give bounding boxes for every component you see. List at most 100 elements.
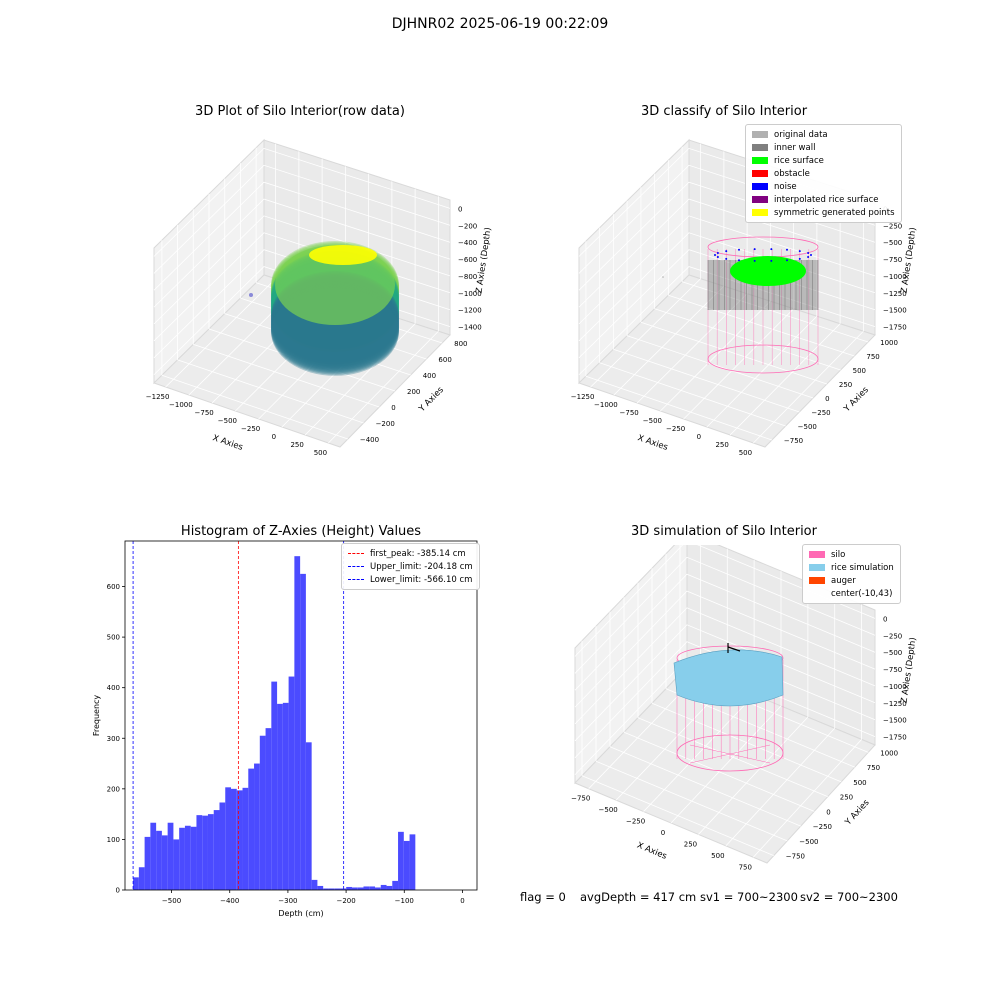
- gridline-x: [729, 323, 841, 436]
- noise-point: [807, 251, 810, 254]
- y-tick-label: −500: [799, 838, 818, 846]
- legend-entry-first-peak: first_peak: -385.14 cm: [348, 547, 473, 560]
- legend-entry-symmetric-points: symmetric generated points: [752, 206, 895, 219]
- gridline-z: [574, 556, 876, 674]
- gridline-y: [595, 760, 788, 842]
- histogram-bar: [294, 556, 301, 890]
- x-tick-label: 0: [697, 433, 701, 441]
- z-tick-label: −400: [458, 239, 477, 247]
- histogram-bar: [271, 681, 278, 890]
- gridline-z: [153, 266, 451, 375]
- histogram-bar: [207, 814, 214, 890]
- histogram-bar: [225, 787, 232, 890]
- z-tick-label: −1250: [883, 700, 907, 708]
- rice-simulation-surface: [673, 649, 784, 707]
- x-tick-label: −300: [278, 897, 297, 905]
- footer-avg-depth: avgDepth = 417 cm: [580, 890, 697, 904]
- y-axis-label: Frequency: [92, 695, 101, 737]
- legend-line: [348, 566, 364, 567]
- gridline-y: [613, 348, 800, 413]
- histogram-bar: [277, 703, 283, 890]
- histogram-bar: [403, 840, 410, 890]
- y-tick-label: 300: [107, 735, 120, 743]
- x-tick-label: −100: [395, 897, 414, 905]
- x-axis-label: X Axies: [636, 433, 669, 453]
- x-tick-label: 0: [272, 433, 276, 441]
- noise-point: [770, 259, 773, 262]
- z-tick-label: −1500: [883, 717, 907, 725]
- histogram-bar: [351, 887, 358, 890]
- y-tick-label: 250: [839, 381, 852, 389]
- plot1-title: 3D Plot of Silo Interior(row data): [195, 104, 405, 119]
- legend-entry-silo: silo: [809, 548, 894, 561]
- z-tick-label: −250: [883, 222, 902, 230]
- histogram-bar: [236, 790, 243, 890]
- histogram-bar: [317, 885, 324, 890]
- y-tick-label: 400: [107, 684, 120, 692]
- y-tick-label: 600: [107, 583, 120, 591]
- y-tick-label: 1000: [880, 339, 898, 347]
- histogram-bar: [265, 728, 272, 890]
- x-tick-label: 500: [739, 449, 752, 457]
- x-tick-label: 0: [460, 897, 464, 905]
- y-tick-label: −750: [784, 437, 803, 445]
- gridline-x: [613, 285, 725, 396]
- histogram-bar: [380, 884, 387, 890]
- legend-entry-interpolated-rice-surface: interpolated rice surface: [752, 193, 895, 206]
- y-tick-label: 800: [454, 340, 467, 348]
- gridline-z: [574, 641, 876, 758]
- histogram-bar: [363, 886, 370, 890]
- gridline-z: [578, 266, 876, 375]
- legend-entry-rice-surface: rice surface: [752, 154, 895, 167]
- gridline-y: [193, 344, 380, 408]
- y-tick-label: 500: [853, 367, 866, 375]
- y-tick-label: 200: [407, 388, 420, 396]
- gridline-y: [654, 308, 841, 371]
- noise-point: [807, 256, 810, 259]
- gridline-z: [153, 147, 451, 257]
- legend-swatch: [752, 170, 768, 177]
- plot3-frame: [124, 540, 478, 891]
- z-tick-label: −800: [458, 273, 477, 281]
- histogram-bar: [213, 810, 220, 890]
- x-tick-label: −1000: [594, 401, 618, 409]
- z-tick-label: −1500: [883, 307, 907, 315]
- histogram-bar: [282, 702, 289, 890]
- legend-swatch: [809, 564, 825, 571]
- histogram-bar: [184, 825, 191, 890]
- pane-floor: [153, 274, 451, 448]
- x-axis-label: X Axies: [635, 841, 668, 863]
- y-tick-label: 750: [866, 353, 879, 361]
- histogram-bar: [150, 822, 157, 890]
- histogram-bar: [161, 835, 168, 890]
- z-tick-label: −750: [883, 666, 902, 674]
- y-tick-label: 0: [116, 887, 120, 895]
- gridline-x: [706, 315, 818, 428]
- gridline-z: [153, 215, 451, 325]
- noise-point: [786, 259, 788, 262]
- gridline-x: [752, 739, 862, 858]
- x-tick-label: −500: [643, 417, 662, 425]
- x-tick-label: −750: [571, 795, 590, 803]
- z-tick-label: −1000: [458, 290, 482, 298]
- z-tick-label: −1000: [883, 273, 907, 281]
- noise-point: [738, 259, 740, 262]
- histogram-bar: [173, 839, 180, 890]
- z-tick-label: −250: [883, 632, 902, 640]
- x-tick-label: −1250: [146, 393, 170, 401]
- histogram-bar: [254, 763, 260, 890]
- histogram-bar: [346, 886, 352, 890]
- histogram-bar: [190, 826, 197, 890]
- gridline-y: [682, 281, 869, 343]
- noise-point: [725, 257, 728, 260]
- y-tick-label: −250: [813, 823, 832, 831]
- gridline-z: [574, 607, 876, 725]
- z-axis-label: Z Axies (Depth): [474, 227, 493, 294]
- pane-floor: [578, 274, 876, 448]
- histogram-bar: [392, 880, 399, 890]
- histogram-bar: [305, 742, 312, 890]
- gridline-z: [153, 164, 451, 274]
- gridline-z: [578, 215, 876, 325]
- plot3-title: Histogram of Z-Axies (Height) Values: [180, 524, 422, 539]
- noise-point: [798, 257, 801, 260]
